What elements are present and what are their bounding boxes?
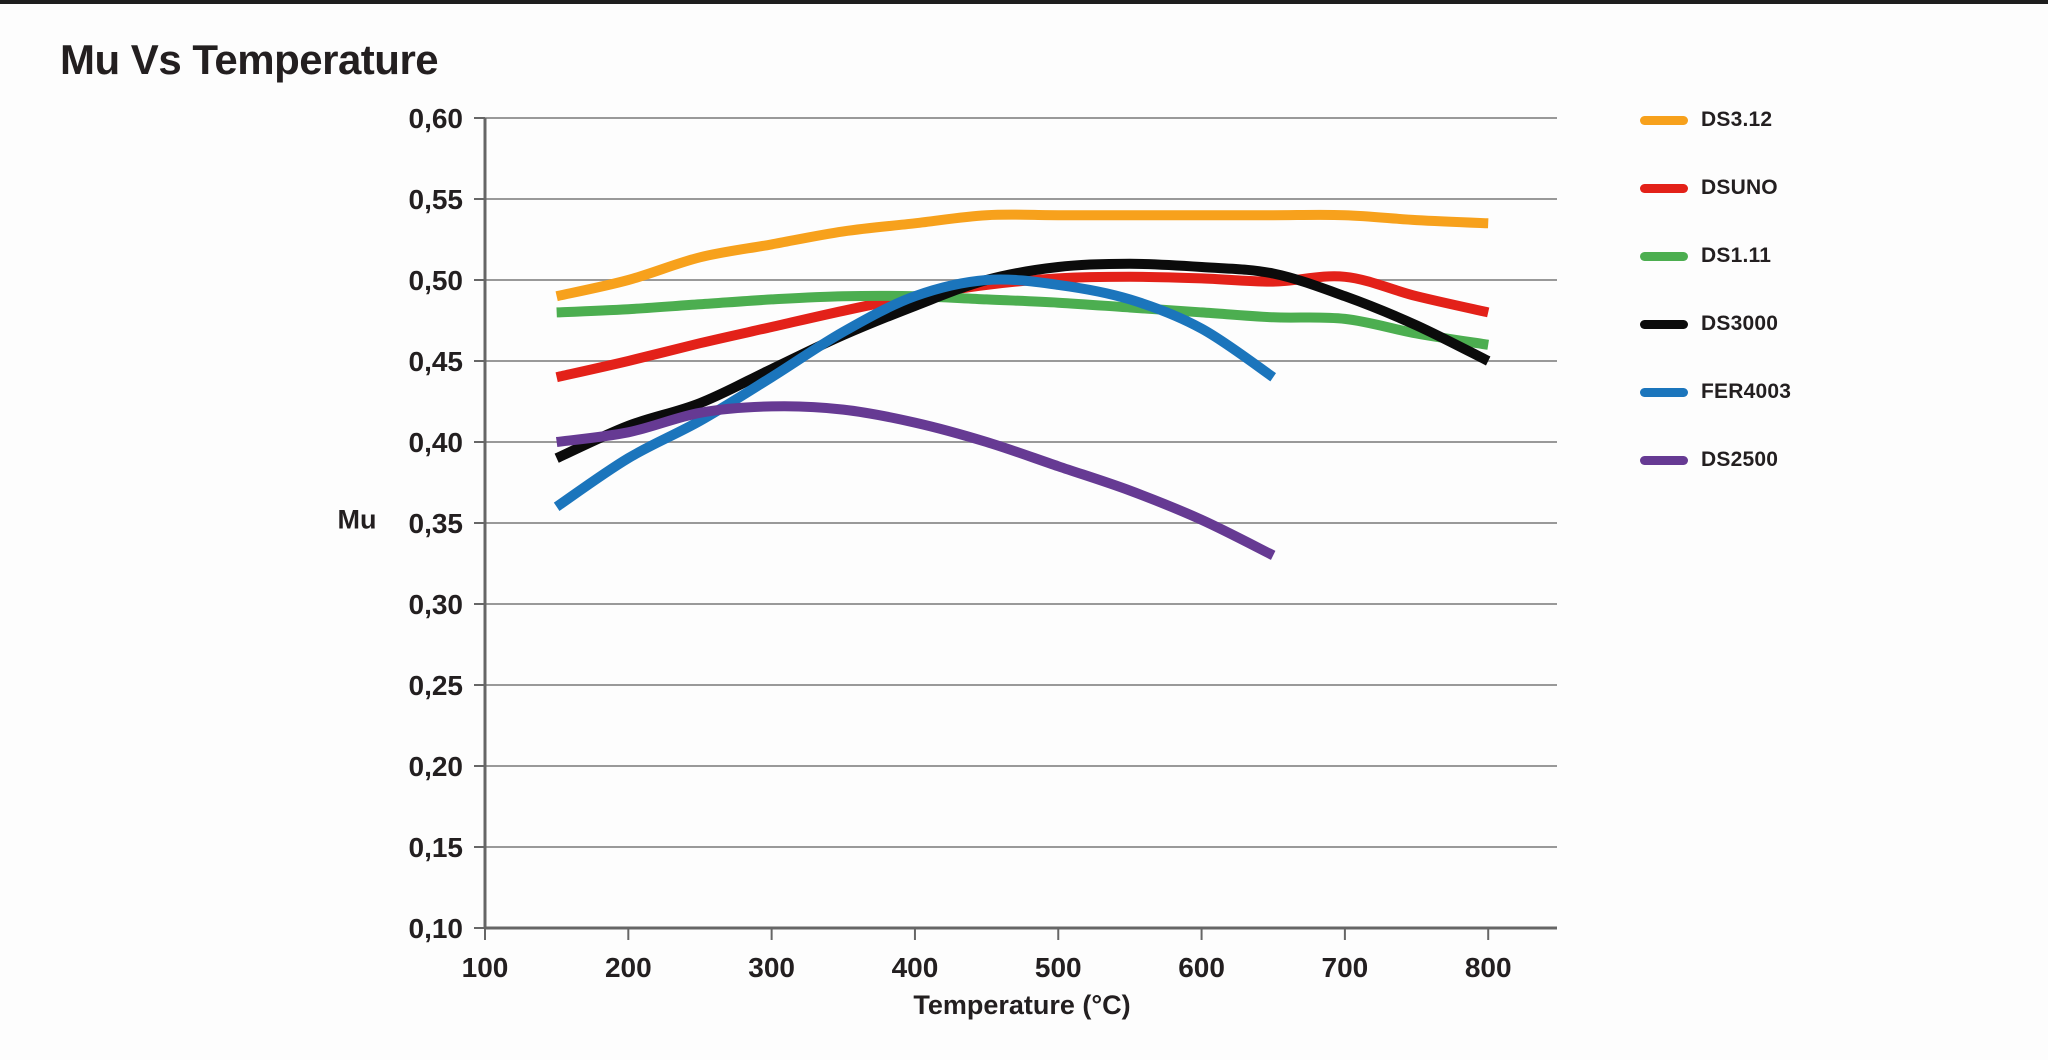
- axes: [483, 118, 1557, 930]
- gridlines: [485, 117, 1557, 929]
- x-tick-label: 600: [1178, 952, 1225, 983]
- x-tick-label: 400: [892, 952, 939, 983]
- y-tick-label: 0,40: [409, 427, 464, 458]
- y-tick-label: 0,60: [409, 103, 464, 134]
- y-tick-label: 0,15: [409, 832, 464, 863]
- series-line-DS3.12: [555, 209, 1489, 302]
- legend-item-DS1.11: DS1.11: [1640, 222, 1791, 290]
- series-line-DS1.11: [556, 290, 1489, 350]
- x-tick-label: 800: [1465, 952, 1512, 983]
- axis-ticks: [474, 117, 1490, 940]
- legend-swatch-icon: [1640, 115, 1688, 125]
- legend-swatch-icon: [1640, 387, 1688, 397]
- y-axis-label: Mu: [337, 504, 377, 535]
- legend-item-DS3000: DS3000: [1640, 290, 1791, 358]
- x-axis-label: Temperature (°C): [913, 990, 1131, 1020]
- legend-label: DS3.12: [1701, 108, 1773, 131]
- y-tick-label: 0,20: [409, 751, 464, 782]
- legend-label: FER4003: [1701, 380, 1792, 403]
- x-tick-label: 100: [462, 952, 509, 983]
- legend-swatch-icon: [1640, 183, 1688, 193]
- y-tick-label: 0,10: [409, 913, 464, 944]
- legend: DS3.12 DSUNO DS1.11 DS3000 FER4003 DS2500: [1640, 86, 1791, 494]
- series-lines: [553, 209, 1491, 560]
- legend-label: DSUNO: [1701, 176, 1778, 199]
- x-tick-label: 300: [748, 952, 795, 983]
- legend-label: DS2500: [1701, 448, 1779, 471]
- legend-swatch-icon: [1640, 251, 1688, 261]
- y-tick-label: 0,45: [409, 346, 464, 377]
- series-line-DS2500: [555, 401, 1276, 560]
- legend-item-DS3.12: DS3.12: [1640, 86, 1791, 154]
- chart-title: Mu Vs Temperature: [60, 36, 439, 83]
- axis-tick-labels: 0,10 0,15 0,20 0,25 0,30 0,35 0,40 0,45 0,50 0,55…: [409, 103, 1512, 983]
- y-tick-label: 0,30: [409, 589, 464, 620]
- series-line-FER4003: [553, 274, 1277, 511]
- series-line-DSUNO: [555, 271, 1490, 383]
- x-tick-label: 200: [605, 952, 652, 983]
- y-tick-label: 0,55: [409, 184, 464, 215]
- top-border: [0, 0, 2048, 4]
- legend-item-FER4003: FER4003: [1640, 358, 1791, 426]
- legend-item-DS2500: DS2500: [1640, 426, 1791, 494]
- x-tick-label: 700: [1322, 952, 1369, 983]
- y-tick-label: 0,35: [409, 508, 464, 539]
- series-line-DS3000: [554, 258, 1491, 463]
- x-tick-label: 500: [1035, 952, 1082, 983]
- legend-swatch-icon: [1640, 455, 1688, 465]
- legend-label: DS3000: [1701, 312, 1779, 335]
- legend-item-DSUNO: DSUNO: [1640, 154, 1791, 222]
- y-tick-label: 0,50: [409, 265, 464, 296]
- legend-label: DS1.11: [1701, 244, 1772, 267]
- y-tick-label: 0,25: [409, 670, 464, 701]
- legend-swatch-icon: [1640, 319, 1688, 329]
